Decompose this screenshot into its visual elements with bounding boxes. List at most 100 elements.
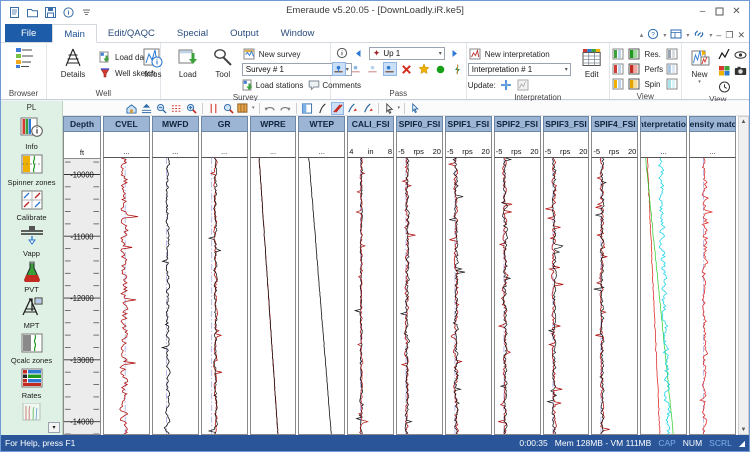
pass-star-icon[interactable] [417,62,431,76]
track-spif4-fsi[interactable]: SPIF4_FSI -5 rps 20 [591,116,639,435]
quick-access-toolbar[interactable] [1,5,94,20]
track-plot[interactable] [298,158,346,435]
track-wpre[interactable]: WPRE... [249,116,297,435]
track-header[interactable]: SPIF2_FSI [493,116,541,132]
collapse-ribbon-icon[interactable]: ▴ [639,32,644,39]
track-plot[interactable] [640,158,688,435]
chevron-down-icon-3[interactable]: ▾ [709,32,713,39]
track-gr[interactable]: GR... [200,116,248,435]
undo-icon[interactable] [264,102,277,115]
ribbon-close-button[interactable]: ✕ [737,29,745,40]
interpretation-edit-button[interactable]: Edit [576,46,608,79]
magnify-select-icon[interactable] [222,102,235,115]
curve-pick-icon[interactable] [316,102,329,115]
track-header[interactable]: Density match [689,116,736,132]
new-icon[interactable] [7,5,22,20]
track-plot[interactable] [493,158,541,435]
sidebar-item-vapp[interactable]: Vapp [2,225,62,258]
tab-edit-qaqc[interactable]: Edit/QAQC [107,28,155,39]
grid-lines-icon[interactable] [170,102,183,115]
update-chart-icon[interactable] [516,78,530,92]
curve-tracks[interactable]: CVEL... MWFD... GR... WPRE... WTEP... CALI_FS… [103,116,738,435]
plot-toolbar[interactable]: ▾ [63,101,749,116]
track-density-match[interactable]: Density match... [689,116,736,435]
view-eye-icon[interactable] [734,48,748,62]
track-header[interactable]: CVEL [103,116,150,132]
track-plot[interactable] [542,158,590,435]
comments-label[interactable]: Comments [322,80,362,90]
track-spif2-fsi[interactable]: SPIF2_FSI -5 rps 20 [493,116,541,435]
browser-button[interactable] [2,46,46,69]
help-icon[interactable]: ? [647,28,659,42]
sidebar-item-rates[interactable]: Rates [2,368,62,400]
track-header[interactable]: CALI_FSI [347,116,395,132]
tab-window[interactable]: Window [280,28,315,39]
track-layout-chevron-icon[interactable]: ▾ [252,105,255,111]
pass-info-icon[interactable] [335,46,349,60]
curve-edit-icon[interactable] [330,101,344,115]
zone-spin-button[interactable]: Spin [627,77,663,91]
zones-stack-b-icon[interactable] [611,62,625,76]
zone-res-button[interactable]: Res. [627,47,663,61]
sidebar-item-spinner-zones[interactable]: Spinner zones [2,154,62,187]
tab-special[interactable]: Special [176,28,209,39]
pass-prev-icon[interactable] [352,46,366,60]
vertical-scrollbar[interactable]: ▲ ▼ [738,116,749,435]
sidebar-item-info[interactable]: Info [2,117,62,151]
chevron-down-icon[interactable]: ▾ [663,32,667,39]
pass-down-b-icon[interactable] [366,62,380,76]
interpretation-select[interactable]: Interpretation # 1 ▾ [467,63,571,76]
sidebar-item-mpt[interactable]: MPT [2,297,62,330]
curve-shift-left-icon[interactable] [346,102,359,115]
chevron-down-icon-2[interactable]: ▾ [686,32,690,39]
track-spif3-fsi[interactable]: SPIF3_FSI -5 rps 20 [542,116,590,435]
load-data-button[interactable]: Load data [98,50,156,64]
zones-extra-a-icon[interactable] [665,47,679,61]
track-layout-icon[interactable] [237,102,250,115]
track-mwfd[interactable]: MWFD... [151,116,199,435]
curve-shift-right-icon[interactable] [361,102,374,115]
new-view-button[interactable]: New ▾ [684,46,716,85]
layout-icon[interactable] [670,29,682,41]
scroll-down-button[interactable]: ▼ [740,426,747,433]
survey-tool-button[interactable]: Tool [207,46,239,79]
survey-infos-button[interactable]: Infos [137,46,169,79]
view-camera-icon[interactable] [734,64,748,78]
track-plot[interactable] [689,158,736,435]
survey-load-button[interactable]: Load [172,46,204,79]
pass-select[interactable]: ✦ Up 1 ▾ [368,46,445,60]
ribbon-minimize-button[interactable]: – [716,30,722,40]
pass-up-icon[interactable] [331,62,346,76]
track-plot[interactable] [396,158,443,435]
hand-icon[interactable] [409,102,422,115]
sidebar-item-qcalc-zones[interactable]: Qcalc zones [2,333,62,365]
track-cvel[interactable]: CVEL... [103,116,150,435]
track-cali-fsi[interactable]: CALI_FSI 4 in 8 [347,116,395,435]
zones-stack-c-icon[interactable] [611,77,625,91]
zones-extra-b-icon[interactable] [665,62,679,76]
load-stations-icon[interactable] [242,78,254,92]
view-palette-icon[interactable] [718,64,732,78]
track-plot[interactable] [249,158,297,435]
track-header[interactable]: GR [200,116,248,132]
view-clock-icon[interactable] [718,80,732,94]
sidebar-item-results[interactable] [2,402,62,424]
track-plot[interactable] [151,158,199,435]
sidebar-item-calibrate[interactable]: Calibrate [2,190,62,222]
sidebar-more-button[interactable]: ▾ [48,422,60,433]
track-header[interactable]: MWFD [151,116,199,132]
zone-perfs-button[interactable]: Perfs [627,62,663,76]
track-header[interactable]: SPIF4_FSI [591,116,639,132]
tab-output[interactable]: Output [230,28,259,39]
ribbon-tab-bar[interactable]: File Main Edit/QAQC Special Output Windo… [1,23,749,43]
new-survey-button[interactable]: New survey [242,47,354,61]
depth-scale-icon[interactable] [207,102,220,115]
view-chart-icon[interactable] [718,48,732,62]
track-plot[interactable] [347,158,395,435]
pass-next-icon[interactable] [448,46,462,60]
info-icon[interactable] [61,5,76,20]
track-plot[interactable] [591,158,639,435]
customize-quick-access-icon[interactable] [79,5,94,20]
pass-stat-icon[interactable] [382,62,397,76]
pass-flash-icon[interactable] [451,62,465,76]
